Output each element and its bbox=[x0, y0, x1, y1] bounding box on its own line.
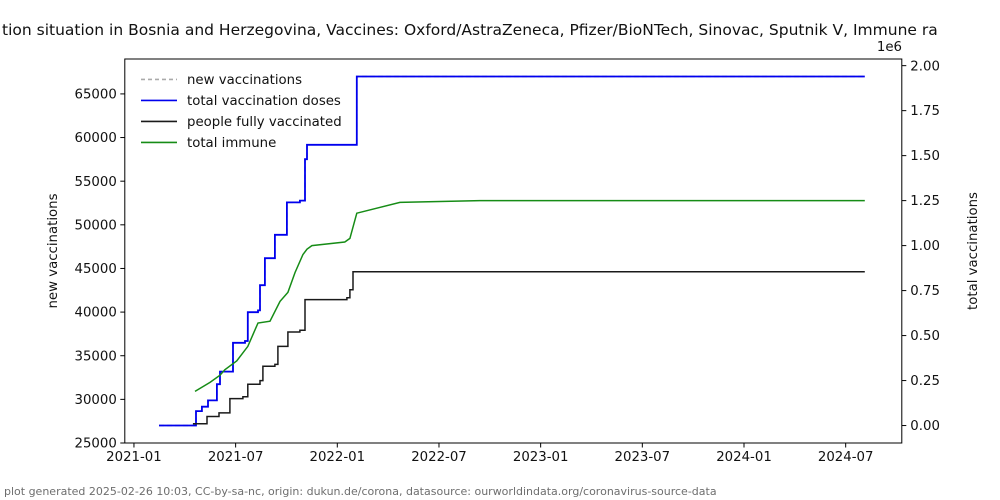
x-tick-label: 2022-01 bbox=[310, 450, 366, 465]
chart-title: tion situation in Bosnia and Herzegovina… bbox=[2, 21, 938, 39]
y-left-tick-label: 60000 bbox=[74, 131, 116, 146]
x-tick-label: 2021-07 bbox=[208, 450, 264, 465]
x-tick-label: 2023-01 bbox=[513, 450, 569, 465]
axes-frame bbox=[124, 58, 903, 444]
left-axis-label: new vaccinations bbox=[46, 193, 61, 308]
y-right-tick-label: 0.25 bbox=[910, 374, 940, 389]
y-left-tick-label: 30000 bbox=[74, 393, 116, 408]
y-right-tick-label: 1.00 bbox=[910, 239, 940, 254]
legend-label: new vaccinations bbox=[187, 73, 302, 88]
y-left-tick-label: 50000 bbox=[74, 218, 116, 233]
x-tick-label: 2024-01 bbox=[716, 450, 772, 465]
y-left-tick-label: 65000 bbox=[74, 88, 116, 103]
y-right-tick-label: 2.00 bbox=[910, 59, 940, 74]
right-axis-label: total vaccinations bbox=[966, 192, 981, 310]
series-line-total-immune bbox=[194, 199, 865, 393]
y-right-tick-label: 1.75 bbox=[910, 104, 940, 119]
y-left-tick-label: 25000 bbox=[74, 437, 116, 452]
legend-label: total immune bbox=[187, 136, 276, 151]
y-right-tick-label: 0.50 bbox=[910, 329, 940, 344]
series-line-people-fully-vaccinated bbox=[192, 270, 865, 425]
x-tick-label: 2023-07 bbox=[615, 450, 671, 465]
x-tick-label: 2021-01 bbox=[106, 450, 162, 465]
legend-label: total vaccination doses bbox=[187, 94, 341, 109]
legend-label: people fully vaccinated bbox=[187, 115, 342, 130]
y-left-tick-label: 45000 bbox=[74, 262, 116, 277]
y-right-tick-label: 1.25 bbox=[910, 194, 940, 209]
x-tick-label: 2024-07 bbox=[818, 450, 874, 465]
x-tick-label: 2022-07 bbox=[411, 450, 467, 465]
y-right-tick-label: 0.75 bbox=[910, 284, 940, 299]
axis-offset-label: 1e6 bbox=[877, 40, 902, 55]
y-left-tick-label: 35000 bbox=[74, 349, 116, 364]
y-left-tick-label: 40000 bbox=[74, 306, 116, 321]
y-right-tick-label: 0.00 bbox=[910, 419, 940, 434]
y-right-tick-label: 1.50 bbox=[910, 149, 940, 164]
footer-note: plot generated 2025-02-26 10:03, CC-by-s… bbox=[4, 485, 717, 498]
y-left-tick-label: 55000 bbox=[74, 175, 116, 190]
series-line-total-vaccination-doses bbox=[159, 75, 865, 427]
